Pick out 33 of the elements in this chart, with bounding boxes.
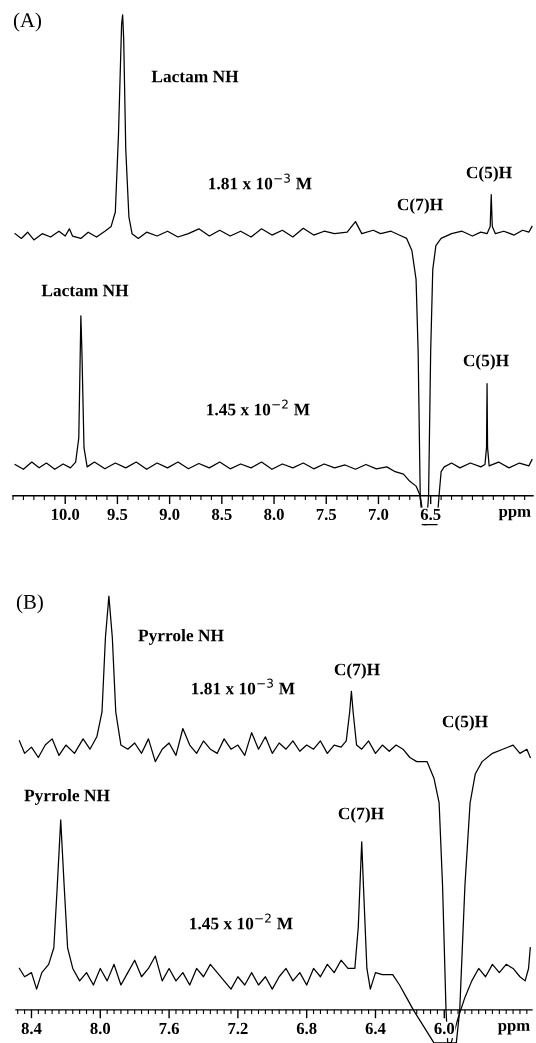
x-tick-label: 7.2 (228, 1022, 248, 1035)
annotation: 1.81 x 10$^{−3}$ M (209, 173, 312, 190)
x-axis-title: ppm (497, 1022, 530, 1035)
annotation: C(5)H (463, 354, 509, 370)
annotation: Lactam NH (41, 284, 129, 297)
x-tick-label: 8.0 (264, 508, 284, 521)
x-tick-label: 9.5 (107, 508, 128, 521)
x-tick-label: 9.0 (159, 508, 180, 521)
annotation: 1.45 x 10$^{−2}$ M (207, 399, 310, 416)
x-tick-label: 6.0 (434, 1022, 455, 1035)
x-tick-label: 6.8 (296, 1022, 317, 1035)
x-tick-label: 7.6 (159, 1022, 180, 1035)
x-tick-label: 8.0 (90, 1022, 111, 1035)
annotation: 1.45 x 10$^{−2}$ M (190, 913, 293, 930)
x-tick-label: 7.5 (316, 508, 337, 521)
x-tick-label: 7.0 (369, 508, 389, 521)
annotation: C(7)H (334, 663, 380, 679)
x-tick-label: 6.4 (365, 1022, 386, 1035)
chart-title: (B) (16, 594, 43, 614)
x-tick-label: 10.0 (51, 508, 80, 521)
annotation: C(7)H (397, 198, 443, 214)
annotation: C(7)H (338, 807, 384, 823)
annotation: Pyrrole NH (24, 789, 110, 805)
chart-title: (A) (13, 12, 41, 32)
x-tick-label: 8.5 (211, 508, 232, 521)
annotation: 1.81 x 10$^{−3}$ M (192, 678, 295, 695)
x-tick-label: 8.4 (21, 1022, 42, 1035)
annotation: C(5)H (466, 166, 512, 182)
annotation: Pyrrole NH (138, 629, 224, 645)
x-axis-title: ppm (498, 508, 531, 521)
annotation: Lactam NH (151, 70, 239, 83)
x-tick-label: 6.5 (420, 508, 441, 521)
annotation: C(5)H (442, 715, 488, 731)
